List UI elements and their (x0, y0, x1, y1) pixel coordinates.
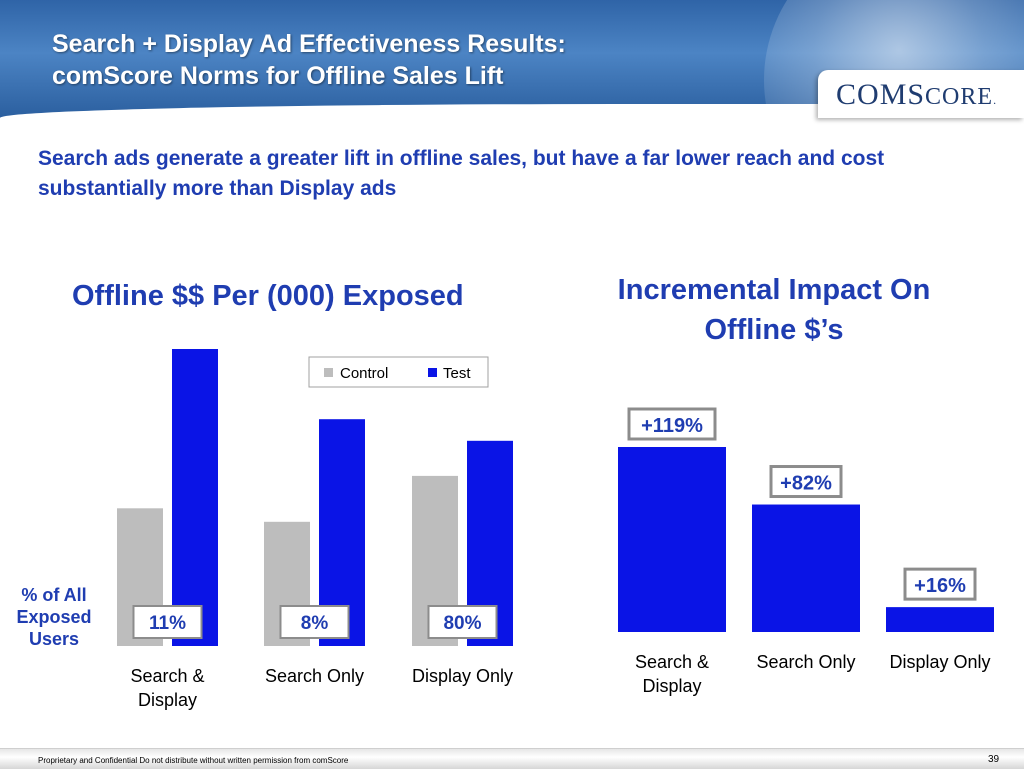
footer-bar (0, 748, 1024, 769)
right-category-label-0-0: Search & (635, 652, 709, 672)
slide-subtitle: Search ads generate a greater lift in of… (38, 147, 885, 200)
header-band (0, 0, 1024, 118)
impact-label-0: +119% (641, 415, 703, 437)
left-category-label-0-1: Display (138, 690, 197, 710)
impact-bar-1 (752, 504, 860, 632)
impact-label-box-1 (769, 465, 843, 499)
right-category-label-2-0: Display Only (889, 652, 990, 672)
left-category-label-2-0: Display Only (412, 666, 513, 686)
reach-side-label: % of All Exposed Users (16, 585, 92, 649)
impact-label-box-0 (627, 407, 717, 441)
reach-label-0: 11% (149, 613, 186, 634)
right-category-label-0-1: Display (642, 676, 701, 696)
logo-box (818, 70, 1024, 118)
impact-label-box-2 (903, 567, 977, 601)
header-swoosh (0, 104, 1024, 118)
slide-title-line1: Search + Display Ad Effectiveness Result… (52, 30, 566, 58)
legend-box (308, 356, 489, 388)
slide-title: Search + Display Ad Effectiveness Result… (52, 28, 566, 92)
right-chart-title: Incremental Impact On Offline $’s (617, 274, 931, 346)
reach-label-1: 8% (301, 613, 329, 634)
legend-control-swatch (324, 368, 333, 377)
impact-bar-0 (618, 447, 726, 632)
legend-test-label: Test (443, 365, 471, 382)
left-chart-title: Offline $$ Per (000) Exposed (72, 280, 464, 312)
comscore-logo: COMSCORE. (836, 78, 998, 111)
page-number: 39 (988, 754, 1000, 765)
right-category-label-1-0: Search Only (756, 652, 855, 672)
left-category-label-1-0: Search Only (265, 666, 364, 686)
legend-test-swatch (428, 368, 437, 377)
reach-box-0 (132, 605, 203, 639)
legend-control-label: Control (340, 365, 388, 382)
reach-box-1 (279, 605, 350, 639)
reach-label-2: 80% (443, 613, 481, 634)
reach-box-2 (427, 605, 498, 639)
left-category-label-0-0: Search & (130, 666, 204, 686)
test-bar-0 (172, 349, 218, 646)
impact-label-1: +82% (780, 473, 832, 495)
slide-title-line2: comScore Norms for Offline Sales Lift (52, 62, 504, 90)
impact-bar-2 (886, 607, 994, 632)
footer-confidential-text: Proprietary and Confidential Do not dist… (38, 756, 349, 765)
impact-label-2: +16% (914, 575, 966, 597)
